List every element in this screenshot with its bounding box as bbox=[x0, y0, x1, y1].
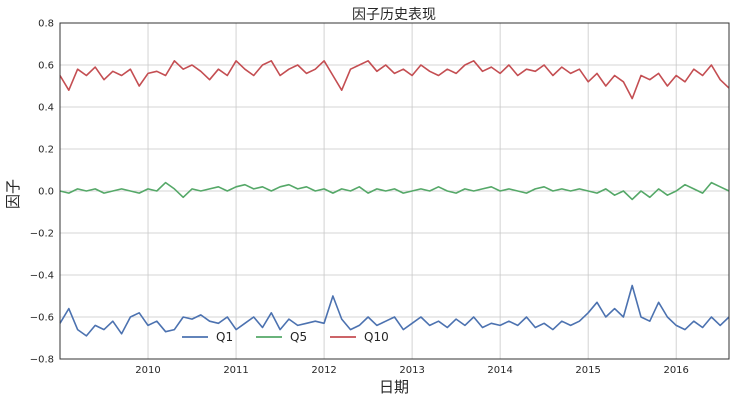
y-axis-ticks: 0.8 0.6 0.4 0.2 0.0 −0.2 −0.4 −0.6 −0.8 bbox=[30, 19, 54, 366]
x-axis-label: 日期 bbox=[379, 378, 409, 396]
legend-label-q5: Q5 bbox=[290, 330, 307, 344]
legend-label-q10: Q10 bbox=[364, 330, 389, 344]
y-tick-label: 0.0 bbox=[38, 187, 54, 198]
y-tick-label: −0.2 bbox=[30, 229, 54, 240]
y-tick-label: 0.8 bbox=[38, 19, 54, 30]
x-tick-label: 2010 bbox=[135, 365, 160, 376]
y-tick-label: −0.4 bbox=[30, 271, 54, 282]
series-line-q5 bbox=[59, 181, 730, 201]
legend-label-q1: Q1 bbox=[216, 330, 233, 344]
y-tick-label: 0.4 bbox=[38, 103, 54, 114]
x-tick-label: 2014 bbox=[487, 365, 512, 376]
y-tick-label: 0.6 bbox=[38, 61, 54, 72]
y-tick-label: −0.6 bbox=[30, 313, 54, 324]
x-tick-label: 2016 bbox=[663, 365, 688, 376]
series-line-q10 bbox=[59, 59, 730, 100]
x-tick-label: 2013 bbox=[399, 365, 424, 376]
x-tick-label: 2012 bbox=[311, 365, 336, 376]
chart-title: 因子历史表现 bbox=[352, 7, 436, 23]
y-axis-label: 因子 bbox=[4, 179, 22, 209]
y-tick-label: −0.8 bbox=[30, 355, 54, 366]
y-tick-label: 0.2 bbox=[38, 145, 54, 156]
legend: Q1 Q5 Q10 bbox=[182, 330, 389, 344]
x-tick-label: 2011 bbox=[223, 365, 248, 376]
x-axis-ticks: 2010 2011 2012 2013 2014 2015 2016 bbox=[135, 365, 689, 376]
series-line-q1 bbox=[59, 284, 730, 337]
x-tick-label: 2015 bbox=[575, 365, 600, 376]
series-lines bbox=[59, 59, 730, 337]
plot-frame bbox=[59, 22, 730, 360]
